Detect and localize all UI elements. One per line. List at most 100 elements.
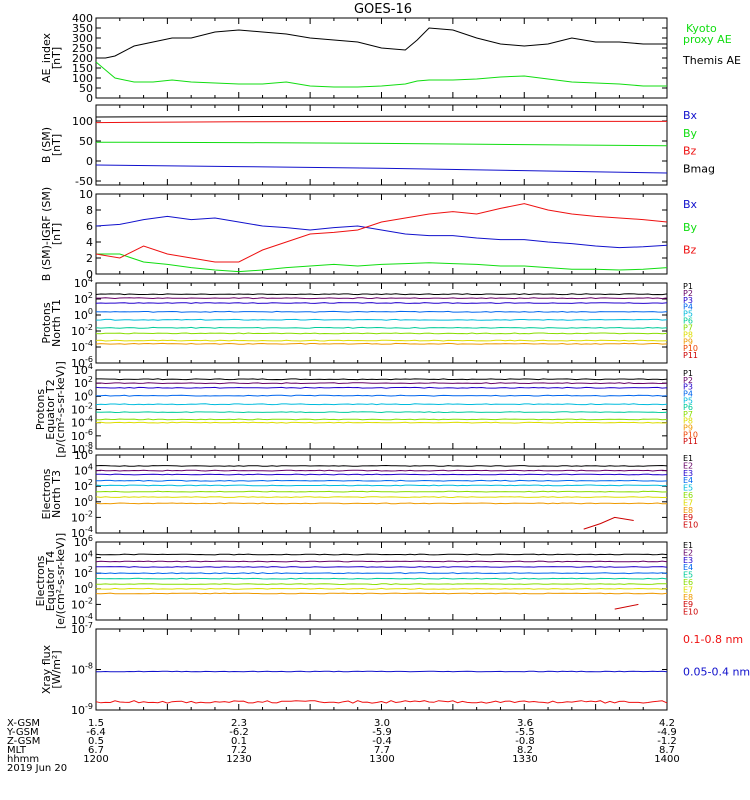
legend-entry: P10 <box>683 430 698 439</box>
footer-row-label: Y-GSM <box>6 727 39 738</box>
y-axis-label: North T3 <box>50 470 63 518</box>
series-line-bz <box>95 120 667 124</box>
legend-entry: E3 <box>683 469 693 478</box>
footer-value: -4.9 <box>657 727 677 738</box>
legend-entry: E8 <box>683 506 693 515</box>
footer-value: -5.9 <box>372 727 392 738</box>
y-tick-label: 100 <box>74 307 93 322</box>
y-tick-label: 100 <box>72 72 93 85</box>
y-tick-label: 250 <box>72 42 93 55</box>
series-line-0-05-0-4-nm <box>96 670 668 673</box>
series-line-p6 <box>95 326 668 329</box>
footer-value: 4.2 <box>659 718 675 729</box>
legend-entry: 0.1-0.8 nm <box>683 633 743 646</box>
series-line-e2 <box>95 560 668 563</box>
series-line-e5 <box>95 484 668 487</box>
series-line-p4 <box>95 310 668 313</box>
legend-entry: P11 <box>683 351 698 360</box>
panel-5: 10-810-610-410-2100102104ProtonsEquator … <box>34 361 698 458</box>
legend-entry: E1 <box>683 454 693 463</box>
legend-entry: P8 <box>683 417 693 426</box>
series-line-p2 <box>96 297 668 300</box>
series-line-e9 <box>583 516 634 530</box>
legend-entry: E2 <box>683 548 693 557</box>
series-line-p7 <box>95 332 668 335</box>
y-tick-label: 10 <box>79 188 93 201</box>
footer-value: -0.4 <box>372 736 392 747</box>
legend-entry: Themis AE <box>682 54 741 67</box>
legend-entry: P5 <box>683 310 693 319</box>
footer-value: 1.5 <box>88 718 104 729</box>
y-tick-label: 10-4 <box>71 339 93 354</box>
legend-entry: E5 <box>683 571 693 580</box>
panel-frame <box>95 541 668 621</box>
y-tick-label: 0 <box>86 155 93 168</box>
y-axis-label: AE_index <box>40 32 53 83</box>
y-tick-label: 102 <box>74 291 93 306</box>
legend-entry: 0.05-0.4 nm <box>683 665 750 678</box>
legend-entry: P1 <box>683 282 693 291</box>
legend-entry: E4 <box>683 476 693 485</box>
legend-entry: E8 <box>683 593 693 602</box>
legend-entry: E5 <box>683 484 693 493</box>
y-axis-label: B (SM) <box>40 127 53 163</box>
y-tick-label: 10-2 <box>71 596 93 611</box>
series-line-p1 <box>95 293 668 296</box>
legend-entry: P8 <box>683 330 693 339</box>
y-tick-label: 10-9 <box>71 702 93 717</box>
legend-entry: E7 <box>683 498 693 507</box>
legend-entry: Bmag <box>683 162 715 175</box>
y-tick-label: 104 <box>74 275 93 290</box>
legend-entry: E1 <box>683 541 693 550</box>
legend-entry: Bz <box>683 244 697 257</box>
y-axis-label: [e/(cm²-s-sr-keV)] <box>54 533 67 629</box>
y-axis-label: [nT] <box>50 47 63 69</box>
footer-value: 0.1 <box>231 736 247 747</box>
y-tick-label: 0 <box>86 268 93 281</box>
legend-entry: E9 <box>683 513 693 522</box>
series-line-p4 <box>96 394 668 397</box>
panel-frame <box>95 369 668 450</box>
series-line-p8 <box>95 339 668 342</box>
series-line-p9 <box>95 342 668 345</box>
y-tick-label: -50 <box>75 175 93 188</box>
series-line-e6 <box>95 490 668 493</box>
series-line-e2 <box>95 469 668 472</box>
y-tick-label: 102 <box>74 478 93 493</box>
legend-entry: P6 <box>683 317 693 326</box>
series-line-bx <box>95 164 668 174</box>
footer-value: 1400 <box>654 754 679 765</box>
y-axis-label: Protons <box>40 302 53 343</box>
legend-entry: E6 <box>683 578 693 587</box>
y-axis-label: [nT] <box>50 134 63 156</box>
legend-entry: P6 <box>683 403 693 412</box>
series-line-e4 <box>95 572 668 575</box>
y-tick-label: 100 <box>74 494 93 509</box>
y-tick-label: 0 <box>86 92 93 105</box>
y-axis-label: [W/m²] <box>50 650 63 688</box>
legend-entry: E10 <box>683 608 698 617</box>
y-tick-label: 104 <box>74 550 93 565</box>
legend-entry: E4 <box>683 563 693 572</box>
y-axis-label: B (SM)-IGRF (SM) <box>40 187 53 281</box>
y-tick-label: 50 <box>79 82 93 95</box>
y-tick-label: 10-2 <box>71 323 93 338</box>
series-line-p5 <box>95 318 668 321</box>
y-tick-label: 350 <box>72 22 93 35</box>
y-tick-label: 50 <box>79 135 93 148</box>
series-line-e4 <box>95 479 668 482</box>
panel-frame <box>95 193 668 275</box>
footer-row-label: MLT <box>7 745 27 756</box>
y-tick-label: 2 <box>86 252 93 265</box>
legend-entry: E2 <box>683 461 693 470</box>
legend-entry: P11 <box>683 437 698 446</box>
legend-entry: Bx <box>683 109 698 122</box>
footer-date: 2019 Jun 20 <box>7 763 67 774</box>
series-line-e6 <box>95 583 668 586</box>
y-axis-label: [p/(cm²-s-sr-keV)] <box>54 361 67 458</box>
legend-entry: E3 <box>683 556 693 565</box>
y-axis-label: Xray flux <box>40 644 53 694</box>
series-line-e8 <box>95 502 667 505</box>
footer-row-label: X-GSM <box>7 718 40 729</box>
